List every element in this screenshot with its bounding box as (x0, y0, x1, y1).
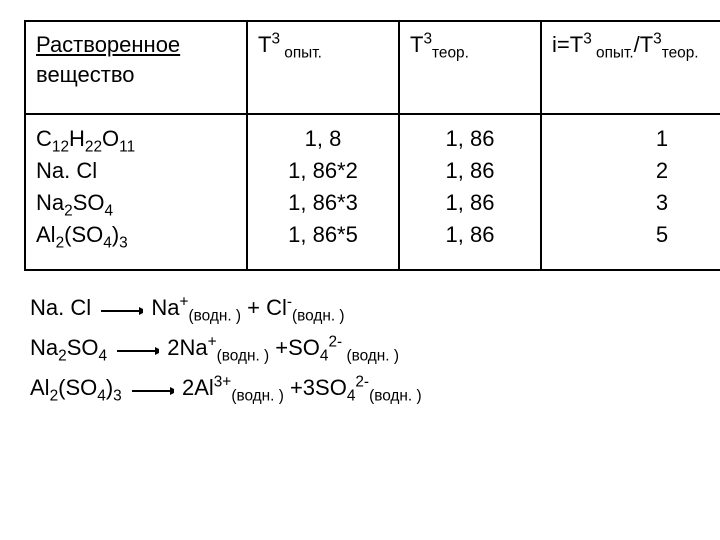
equation-2: Na2SO4 2Na+(водн. ) +SO42- (водн. ) (30, 335, 696, 361)
t3th-1: 1, 86 (410, 123, 530, 155)
cell-i: 1 2 3 5 (541, 114, 720, 270)
equation-3: Al2(SO4)3 2Al3+(водн. ) +3SO42-(водн. ) (30, 375, 696, 401)
eq3-lhs: Al2(SO4)3 (30, 375, 122, 400)
i-4: 5 (552, 219, 720, 251)
substance-1: C12H22O11 (36, 123, 236, 155)
arrow-icon (113, 337, 161, 363)
t3exp-1: 1, 8 (258, 123, 388, 155)
header-i-ratio: i=Т3 опыт./Т3теор. (541, 21, 720, 114)
header-col1-line1: Растворенное (36, 32, 180, 57)
t3exp-4: 1, 86*5 (258, 219, 388, 251)
table-data-row: C12H22O11 Na. Cl Na2SO4 Al2(SO4)3 1, 8 1… (25, 114, 720, 270)
cell-t3-exp: 1, 8 1, 86*2 1, 86*3 1, 86*5 (247, 114, 399, 270)
substance-4: Al2(SO4)3 (36, 219, 236, 251)
i-3: 3 (552, 187, 720, 219)
header-t3-theor: Т3теор. (399, 21, 541, 114)
header-col1-line2: вещество (36, 62, 135, 87)
cell-t3-theor: 1, 86 1, 86 1, 86 1, 86 (399, 114, 541, 270)
header-substance: Растворенное вещество (25, 21, 247, 114)
arrow-icon (97, 297, 145, 323)
t3th-3: 1, 86 (410, 187, 530, 219)
arrow-icon (128, 377, 176, 403)
eq2-lhs: Na2SO4 (30, 335, 107, 360)
equations-block: Na. Cl Na+(водн. ) + Cl-(водн. ) Na2SO4 … (24, 295, 696, 401)
cell-substances: C12H22O11 Na. Cl Na2SO4 Al2(SO4)3 (25, 114, 247, 270)
i-1: 1 (552, 123, 720, 155)
equation-1: Na. Cl Na+(водн. ) + Cl-(водн. ) (30, 295, 696, 321)
header-t3-exp: Т3 опыт. (247, 21, 399, 114)
t3exp-2: 1, 86*2 (258, 155, 388, 187)
substance-3: Na2SO4 (36, 187, 236, 219)
t3exp-3: 1, 86*3 (258, 187, 388, 219)
i-2: 2 (552, 155, 720, 187)
eq1-lhs: Na. Cl (30, 295, 91, 320)
t3th-2: 1, 86 (410, 155, 530, 187)
t3th-4: 1, 86 (410, 219, 530, 251)
data-table: Растворенное вещество Т3 опыт. Т3теор. i… (24, 20, 720, 271)
substance-2: Na. Cl (36, 155, 236, 187)
table-header-row: Растворенное вещество Т3 опыт. Т3теор. i… (25, 21, 720, 114)
